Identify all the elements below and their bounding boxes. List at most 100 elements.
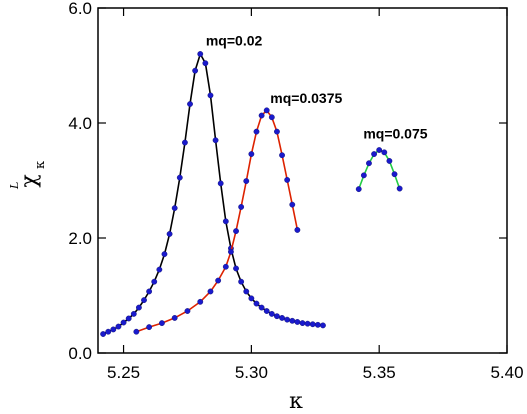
series-layer <box>100 51 403 337</box>
data-point <box>135 304 142 311</box>
data-point <box>187 101 193 107</box>
data-point <box>289 317 296 324</box>
data-point <box>120 319 127 326</box>
data-point <box>100 331 107 337</box>
data-point <box>197 51 204 57</box>
data-point <box>279 315 285 321</box>
data-point <box>268 114 275 121</box>
data-point <box>207 288 214 295</box>
y-tick-label: 2.0 <box>68 229 92 248</box>
data-point <box>391 171 398 178</box>
data-point <box>151 278 158 285</box>
x-tick-label: 5.35 <box>363 363 396 382</box>
data-point <box>238 278 245 285</box>
data-point <box>396 185 403 192</box>
series-label: mq=0.0375 <box>270 90 342 106</box>
data-point <box>176 174 183 181</box>
data-point <box>360 172 367 179</box>
y-axis-ticks: 0.0 2.0 4.0 6.0 <box>68 0 507 363</box>
data-point <box>146 288 153 295</box>
data-point <box>263 107 270 114</box>
series-mq=0.02 <box>100 51 326 337</box>
data-point <box>381 149 388 156</box>
y-axis-title: χ L κ <box>8 161 48 190</box>
series-mq=0.0375 <box>133 107 301 335</box>
data-point <box>215 277 222 284</box>
data-point <box>141 297 147 303</box>
x-axis-ticks: 5.25 5.30 5.35 5.40 <box>107 8 524 382</box>
data-point <box>212 137 219 144</box>
data-point <box>115 323 122 330</box>
data-point <box>222 263 229 270</box>
data-point <box>133 328 140 335</box>
y-tick-label: 0.0 <box>68 344 92 363</box>
data-point <box>304 320 311 327</box>
data-point <box>376 147 383 153</box>
data-point <box>105 328 112 335</box>
series-line <box>357 149 401 190</box>
data-point <box>159 320 165 326</box>
data-point <box>299 320 306 326</box>
data-point <box>366 160 372 167</box>
data-point <box>284 316 291 323</box>
data-point <box>182 139 188 146</box>
data-point <box>156 266 163 273</box>
plot-frame <box>97 7 508 354</box>
data-point <box>248 295 255 302</box>
series-line <box>136 109 299 333</box>
data-point <box>125 315 132 322</box>
data-point <box>233 265 239 272</box>
series-label: mq=0.02 <box>206 32 263 48</box>
data-point <box>171 205 178 212</box>
x-axis-title: κ <box>289 389 303 414</box>
data-point <box>228 248 234 255</box>
x-tick-label: 5.40 <box>490 363 523 382</box>
data-point <box>268 310 275 317</box>
x-tick-label: 5.30 <box>235 363 268 382</box>
data-point <box>184 308 191 314</box>
y-axis-title-subscript: κ <box>33 161 48 169</box>
y-axis-title-symbol: χ <box>17 174 42 187</box>
data-point <box>258 304 265 311</box>
data-point <box>258 112 265 119</box>
data-point <box>171 315 178 321</box>
y-tick-label: 6.0 <box>68 0 92 18</box>
data-point <box>146 324 153 331</box>
data-point <box>314 321 321 328</box>
series-annotations: mq=0.02 mq=0.0375 mq=0.075 <box>206 32 428 141</box>
series-mq=0.075 <box>355 147 403 193</box>
data-point <box>309 321 316 328</box>
data-point <box>217 180 224 187</box>
data-point <box>253 128 260 135</box>
data-point <box>233 228 239 235</box>
data-point <box>222 218 229 225</box>
data-point <box>279 152 285 159</box>
data-point <box>274 128 280 135</box>
data-point <box>110 326 117 333</box>
data-point <box>274 313 280 320</box>
data-point <box>371 151 377 157</box>
data-point <box>243 288 250 295</box>
data-point <box>294 227 301 233</box>
data-point <box>320 322 326 329</box>
data-point <box>263 308 270 314</box>
data-point <box>386 158 393 164</box>
data-point <box>161 251 168 258</box>
data-point <box>166 231 173 237</box>
data-point <box>294 319 301 325</box>
data-point <box>207 92 214 99</box>
data-point <box>192 67 199 74</box>
x-tick-label: 5.25 <box>107 363 140 382</box>
data-point <box>253 300 260 307</box>
y-axis-title-superscript: L <box>8 182 21 190</box>
data-point <box>202 60 209 67</box>
series-label: mq=0.075 <box>363 126 427 142</box>
data-point <box>238 204 245 210</box>
y-tick-label: 4.0 <box>68 114 92 133</box>
data-point <box>355 186 362 193</box>
data-point <box>130 310 137 317</box>
data-point <box>248 151 255 157</box>
data-point <box>289 201 296 208</box>
data-point <box>197 298 204 305</box>
